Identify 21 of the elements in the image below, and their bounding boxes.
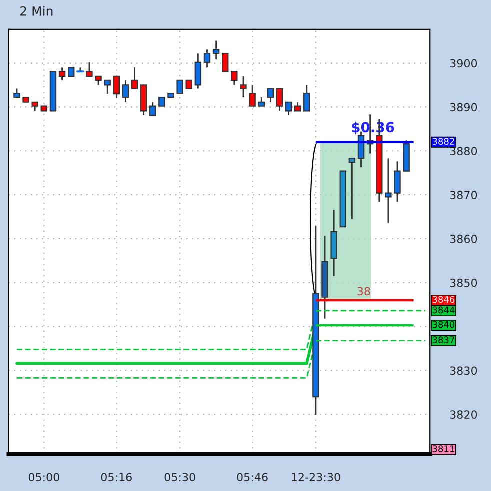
y-tick-label: 3850 bbox=[450, 278, 478, 288]
x-tick-label: 05:16 bbox=[101, 473, 132, 482]
x-tick-label: 05:00 bbox=[28, 473, 60, 482]
ref-line-label: 3840 bbox=[432, 321, 455, 328]
x-tick-label: 12-23:30 bbox=[292, 473, 340, 482]
ref-line-label: 3844 bbox=[432, 306, 455, 314]
y-tick-label: 3860 bbox=[450, 234, 478, 244]
ref-line-label: 3882 bbox=[432, 138, 454, 145]
annotation: 38 bbox=[358, 287, 370, 296]
y-tick-label: 3880 bbox=[450, 147, 478, 156]
y-tick-label: 3900 bbox=[450, 59, 478, 68]
ref-line-label: 3846 bbox=[432, 296, 455, 304]
y-tick-label: 3870 bbox=[450, 191, 478, 200]
y-tick-label: 3830 bbox=[450, 366, 478, 376]
chart-title: 2 Min bbox=[20, 6, 53, 16]
text: 3811 bbox=[432, 446, 454, 452]
y-tick-label: 3820 bbox=[450, 410, 478, 420]
ref-line-label: 3837 bbox=[432, 336, 454, 344]
y-tick-label: 3890 bbox=[450, 103, 478, 112]
x-tick-label: 05:46 bbox=[237, 473, 268, 482]
x-tick-label: 05:30 bbox=[164, 473, 196, 482]
